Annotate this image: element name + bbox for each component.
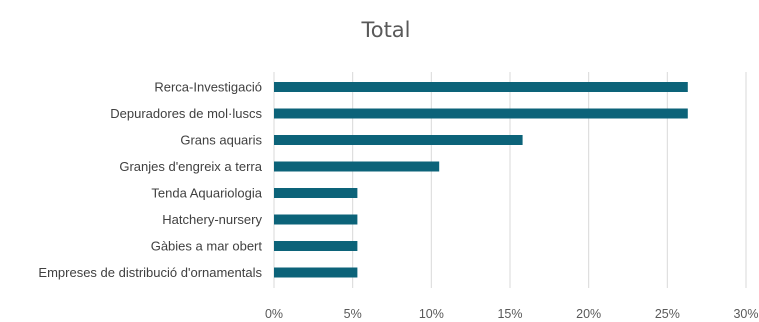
x-tick-labels: 0% 5% 10% 15% 20% 25% 30% <box>265 307 759 321</box>
chart-title: Total <box>360 18 410 42</box>
bar <box>274 214 358 225</box>
bar <box>274 188 358 198</box>
category-label: Granjes d'engreix a terra <box>119 159 262 174</box>
x-tick-label: 0% <box>265 307 283 321</box>
bar <box>274 267 358 278</box>
category-label: Grans aquaris <box>180 133 262 148</box>
x-tick-label: 25% <box>655 307 680 321</box>
bar <box>274 135 523 145</box>
x-tick-label: 10% <box>419 307 444 321</box>
category-label: Hatchery-nursery <box>162 212 262 227</box>
category-labels: Rerca-Investigació Depuradores de mol·lus… <box>38 80 262 281</box>
x-tick-label: 20% <box>576 307 601 321</box>
bar <box>274 108 688 119</box>
x-tick-label: 15% <box>497 307 522 321</box>
x-tick-label: 5% <box>344 307 362 321</box>
category-label: Tenda Aquariologia <box>151 186 262 201</box>
category-label: Depuradores de mol·luscs <box>110 106 262 121</box>
gridlines <box>273 72 747 288</box>
category-label: Empreses de distribució d'ornamentals <box>38 265 262 280</box>
category-label: Rerca-Investigació <box>154 80 262 95</box>
category-label: Gàbies a mar obert <box>151 239 263 254</box>
bar <box>274 82 688 92</box>
x-tick-label: 30% <box>733 307 758 321</box>
bar <box>274 241 358 251</box>
bar <box>274 161 440 172</box>
bars <box>274 82 688 278</box>
